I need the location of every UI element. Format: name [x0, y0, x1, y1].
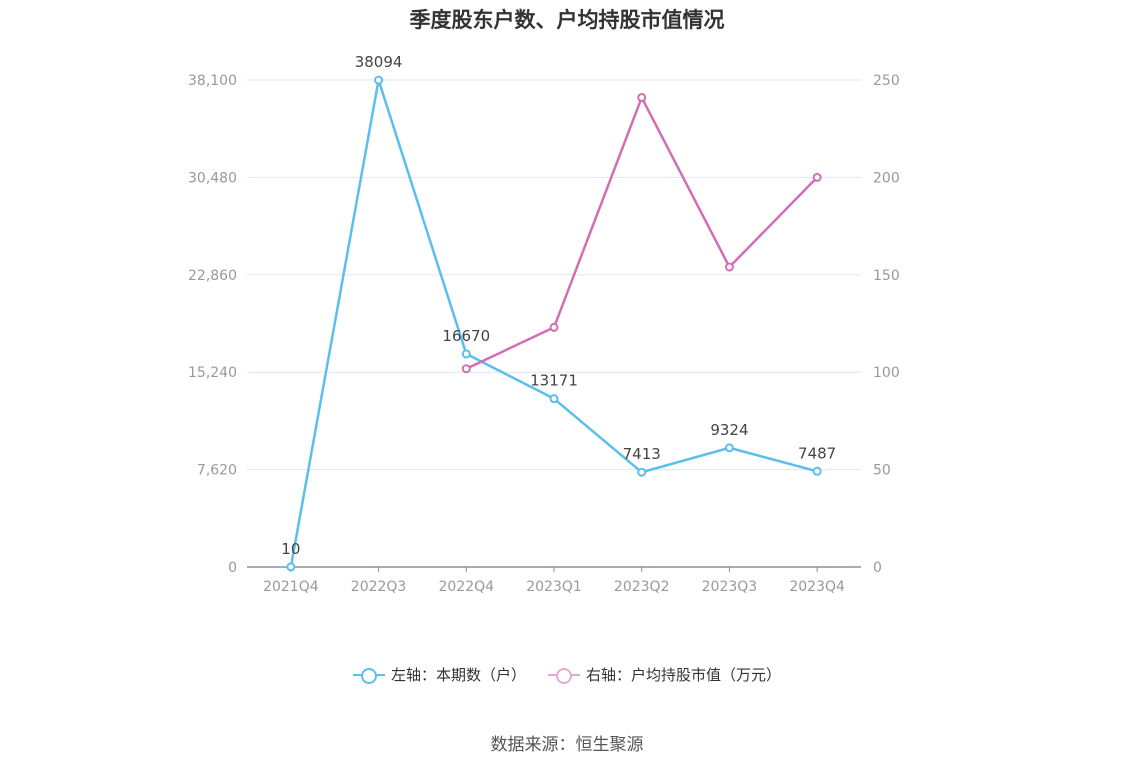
data-point-0: [724, 443, 734, 453]
y-right-tick-label: 0: [873, 560, 882, 576]
y-right-tick-label: 200: [873, 170, 900, 186]
y-right-tick-label: 150: [873, 268, 900, 284]
data-point-1: [637, 93, 647, 103]
data-label-0: 7413: [623, 445, 661, 463]
data-point-0: [637, 467, 647, 477]
y-left-tick-label: 22,860: [188, 268, 237, 284]
data-point-0: [286, 562, 296, 572]
legend-swatch-pink-icon: [548, 667, 580, 684]
data-point-1: [812, 172, 822, 182]
x-tick-label: 2023Q4: [789, 579, 845, 595]
data-point-1: [724, 262, 734, 272]
data-label-0: 38094: [355, 53, 403, 71]
chart-legend: 左轴：本期数（户） 右轴：户均持股市值（万元）: [0, 664, 1134, 685]
chart-title: 季度股东户数、户均持股市值情况: [409, 8, 725, 32]
chart-plot-area: 0 0 7,620 50 15,240 100 22,860 150 30,480 200 38,1…: [188, 53, 900, 595]
data-point-0: [374, 75, 384, 85]
data-point-0: [461, 349, 471, 359]
x-tick-label: 2023Q2: [614, 579, 670, 595]
legend-swatch-blue-icon: [352, 667, 385, 684]
x-tick-label: 2023Q3: [702, 579, 758, 595]
data-point-0: [549, 394, 559, 404]
y-right-tick-label: 250: [873, 73, 900, 89]
y-right-tick-label: 100: [873, 365, 900, 381]
x-tick-label: 2021Q4: [263, 579, 319, 595]
data-label-0: 16670: [442, 327, 490, 345]
legend-item-left-series[interactable]: 左轴：本期数（户）: [352, 664, 526, 685]
y-left-tick-label: 30,480: [188, 170, 237, 186]
data-label-0: 9324: [710, 421, 748, 439]
y-left-tick-label: 7,620: [197, 463, 237, 479]
legend-label-right-series: 右轴：户均持股市值（万元）: [586, 666, 782, 684]
data-source-note: 数据来源：恒生聚源: [490, 735, 644, 755]
legend-item-right-series[interactable]: 右轴：户均持股市值（万元）: [548, 664, 781, 685]
data-point-1: [461, 364, 471, 374]
legend-label-left-series: 左轴：本期数（户）: [390, 666, 526, 684]
y-left-tick-label: 38,100: [188, 73, 237, 89]
data-label-0: 13171: [530, 372, 578, 390]
data-point-0: [812, 466, 822, 476]
y-left-tick-label: 15,240: [188, 365, 237, 381]
data-label-0: 7487: [798, 444, 836, 462]
x-tick-label: 2022Q4: [439, 579, 495, 595]
data-label-0: 10: [281, 540, 300, 558]
series-line-1: [465, 96, 819, 370]
x-tick-label: 2022Q3: [351, 579, 407, 595]
x-tick-label: 2023Q1: [526, 579, 582, 595]
y-right-tick-label: 50: [873, 463, 891, 479]
data-point-1: [549, 322, 559, 332]
y-left-tick-label: 0: [228, 560, 237, 576]
